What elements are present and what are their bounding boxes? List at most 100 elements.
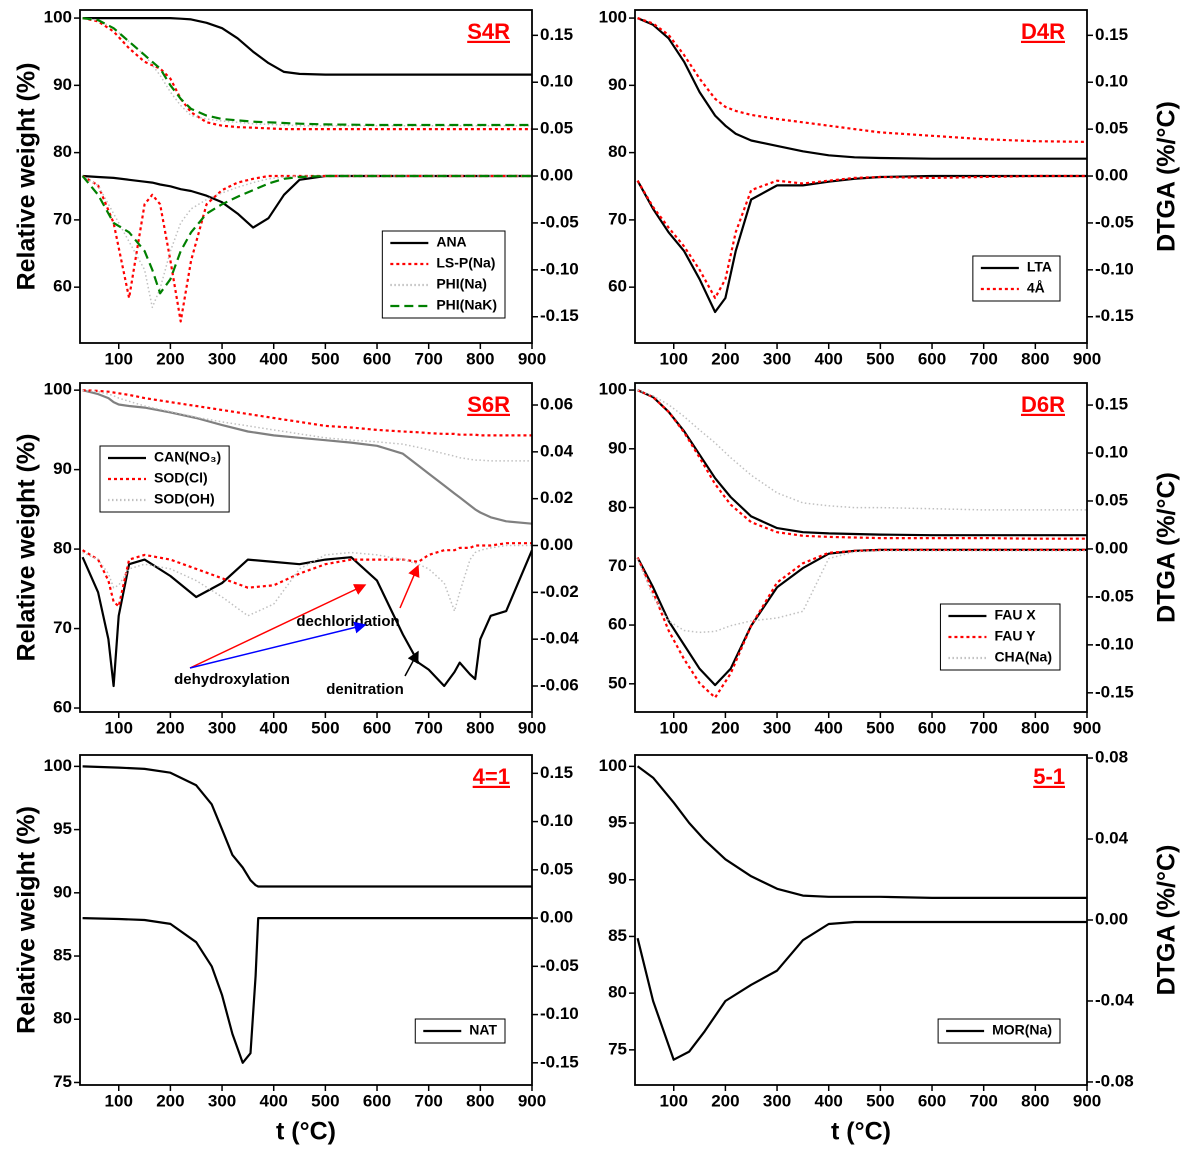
y-tick-label: 75 (53, 1072, 72, 1091)
x-tick-label: 900 (1073, 349, 1101, 368)
y-tick-label: 70 (608, 209, 627, 228)
data-line (82, 917, 532, 1064)
x-tick-label: 800 (1021, 1091, 1049, 1110)
y-tick-label: 70 (53, 618, 72, 637)
y2-tick-label: 0.10 (540, 72, 573, 91)
data-line (82, 389, 532, 462)
y2-axis-label: DTGA (%/°C) (1153, 472, 1181, 623)
data-line (636, 920, 1087, 1061)
y2-tick-label: -0.08 (1095, 1071, 1134, 1090)
plot-area (82, 765, 532, 1064)
x-tick-label: 100 (660, 349, 688, 368)
x-tick-label: 200 (711, 1091, 739, 1110)
legend-label: PHI(NaK) (436, 297, 497, 313)
x-tick-label: 600 (918, 1091, 946, 1110)
y2-tick-label: 0.02 (540, 488, 573, 507)
data-line (636, 765, 1087, 899)
legend-label: NAT (469, 1022, 497, 1038)
panel: 100 200 300 400 500 600 700 800 900 60 70 80 90 100 -0… (13, 8, 579, 369)
x-tick-label: 100 (660, 1091, 688, 1110)
x-tick-label: 600 (918, 349, 946, 368)
plot-area (81, 389, 532, 688)
y-axis-label: Relative weight (%) (13, 806, 41, 1034)
y-tick-label: 70 (53, 209, 72, 228)
y-tick-label: 100 (44, 380, 72, 399)
y-tick-label: 50 (608, 673, 627, 692)
y2-tick-label: 0.05 (1095, 119, 1128, 138)
y-tick-label: 100 (44, 756, 72, 775)
data-line (636, 174, 1087, 314)
data-line (637, 389, 1087, 540)
panel-title: S6R (467, 392, 510, 417)
data-line (81, 549, 532, 688)
data-line (637, 17, 1087, 160)
x-tick-label: 200 (711, 349, 739, 368)
y-tick-label: 80 (608, 983, 627, 1002)
y-tick-label: 70 (608, 556, 627, 575)
panel-title: S4R (467, 19, 510, 44)
y-tick-label: 100 (44, 8, 72, 27)
y2-tick-label: 0.00 (1095, 166, 1128, 185)
data-line (82, 17, 532, 127)
y2-tick-label: 0.00 (1095, 909, 1128, 928)
y-tick-label: 80 (53, 1009, 72, 1028)
x-tick-label: 700 (414, 718, 442, 737)
x-tick-label: 500 (311, 718, 339, 737)
annotation-arrow (189, 584, 367, 669)
y2-tick-label: -0.15 (540, 306, 579, 325)
x-tick-label: 700 (414, 349, 442, 368)
plot-frame (634, 9, 1088, 344)
data-line (81, 174, 532, 295)
x-tick-label: 500 (866, 349, 894, 368)
y-tick-label: 60 (53, 277, 72, 296)
y-tick-label: 100 (599, 756, 627, 775)
x-tick-label: 400 (815, 349, 843, 368)
y2-tick-label: 0.04 (540, 441, 574, 460)
y2-axis-label: DTGA (%/°C) (1153, 101, 1181, 252)
legend-label: 4Å (1027, 280, 1045, 296)
legend-label: LS-P(Na) (436, 255, 495, 271)
x-tick-label: 400 (260, 349, 288, 368)
annotation: dechloridation (296, 613, 399, 630)
legend-label: CAN(NO₃) (154, 449, 221, 465)
annotation-arrow (189, 621, 367, 669)
data-line (82, 542, 532, 608)
x-tick-label: 300 (208, 718, 236, 737)
y2-tick-label: 0.10 (540, 811, 573, 830)
x-tick-label: 500 (311, 349, 339, 368)
plot-area (636, 389, 1087, 699)
y-tick-label: 100 (599, 8, 627, 27)
y2-tick-label: -0.05 (1095, 586, 1134, 605)
y2-tick-label: 0.10 (1095, 443, 1128, 462)
y2-tick-label: 0.05 (1095, 490, 1128, 509)
y2-tick-label: -0.15 (1095, 306, 1134, 325)
x-tick-label: 300 (208, 349, 236, 368)
panel: 100 200 300 400 500 600 700 800 900 60 70 80 90 100 -0… (599, 8, 1181, 369)
y2-tick-label: 0.00 (540, 166, 573, 185)
data-line (82, 17, 532, 76)
legend: CAN(NO₃) SOD(Cl) SOD(OH) (99, 445, 230, 513)
legend-box (972, 255, 1061, 302)
data-line (82, 17, 532, 127)
y2-tick-label: -0.05 (1095, 212, 1134, 231)
y-tick-label: 90 (608, 869, 627, 888)
y2-tick-label: 0.15 (1095, 395, 1128, 414)
x-tick-label: 600 (363, 718, 391, 737)
y2-tick-label: -0.15 (1095, 682, 1134, 701)
legend-label: FAU X (994, 607, 1036, 623)
data-line (82, 389, 532, 437)
y-tick-label: 90 (53, 75, 72, 94)
data-line (82, 765, 532, 888)
legend-label: SOD(OH) (154, 491, 215, 507)
x-tick-label: 800 (466, 1091, 494, 1110)
y-tick-label: 80 (53, 539, 72, 558)
y-tick-label: 90 (53, 459, 72, 478)
panel: 100 200 300 400 500 600 700 800 900 75 80 85 90 95 100… (599, 748, 1181, 1146)
plot-area (636, 765, 1087, 1061)
legend-box (937, 1018, 1061, 1044)
x-axis-label: t (°C) (276, 1118, 336, 1146)
x-tick-label: 400 (260, 1091, 288, 1110)
y2-tick-label: 0.00 (540, 535, 573, 554)
y2-tick-label: 0.15 (540, 25, 573, 44)
